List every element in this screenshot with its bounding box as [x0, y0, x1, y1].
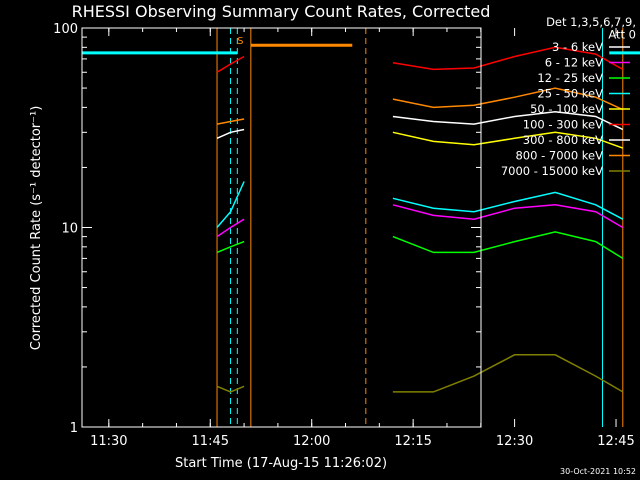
x-tick-label-4: 12:30: [496, 434, 533, 449]
series-4-segment-0: [392, 131, 624, 149]
series-2-segment-0: [216, 240, 245, 254]
legend-header-1: Att 0: [608, 28, 636, 42]
legend-label-8: 7000 - 15000 keV: [501, 164, 603, 178]
legend-label-6: 300 - 800 keV: [523, 133, 603, 147]
series-0-segment-1: [392, 111, 624, 131]
x-tick-label-2: 12:00: [293, 434, 330, 449]
flag-bars-group: S: [82, 36, 640, 55]
series-3-segment-0: [216, 181, 245, 228]
legend-label-2: 12 - 25 keV: [537, 71, 603, 85]
series-5-segment-0: [216, 55, 245, 73]
series-1-segment-0: [216, 218, 245, 238]
series-3-segment-1: [392, 191, 624, 220]
series-8-segment-0: [216, 385, 245, 393]
series-5-segment-1: [392, 46, 624, 71]
flag-marker: S: [237, 36, 243, 47]
x-tick-label-0: 11:30: [90, 434, 127, 449]
series-7-segment-0: [216, 118, 245, 125]
series-1-segment-1: [392, 204, 624, 229]
series-0-segment-0: [216, 128, 245, 139]
x-tick-label-5: 12:45: [597, 434, 634, 449]
footer-timestamp: 30-Oct-2021 10:52: [560, 467, 636, 476]
legend-header-0: Det 1,3,5,6,7,9,: [546, 15, 636, 29]
series-7-segment-1: [392, 87, 624, 111]
series-group: [216, 46, 624, 393]
y-axis-label: Corrected Count Rate (s⁻¹ detector⁻¹): [29, 106, 44, 351]
legend-label-4: 50 - 100 keV: [530, 102, 603, 116]
y-tick-label-1: 10: [61, 222, 78, 237]
x-axis-label: Start Time (17-Aug-15 11:26:02): [175, 456, 387, 471]
x-tick-label-1: 11:45: [192, 434, 229, 449]
legend-label-0: 3 - 6 keV: [552, 40, 603, 54]
legend-label-1: 6 - 12 keV: [545, 56, 603, 70]
x-tick-label-3: 12:15: [394, 434, 431, 449]
legend-group: Det 1,3,5,6,7,9,Att 0 3 - 6 keV 6 - 12 keV…: [501, 15, 636, 178]
chart-title: RHESSI Observing Summary Count Rates, Co…: [72, 2, 491, 21]
legend-label-7: 800 - 7000 keV: [515, 149, 603, 163]
series-2-segment-1: [392, 231, 624, 260]
series-8-segment-1: [392, 354, 624, 393]
y-tick-label-0: 1: [70, 421, 78, 436]
y-tick-label-2: 100: [53, 22, 78, 37]
legend-label-3: 25 - 50 keV: [537, 87, 603, 101]
legend-label-5: 100 - 300 keV: [523, 118, 603, 132]
axes-group: 11:3011:4512:0012:1512:3012:4513:0011010…: [53, 22, 635, 449]
